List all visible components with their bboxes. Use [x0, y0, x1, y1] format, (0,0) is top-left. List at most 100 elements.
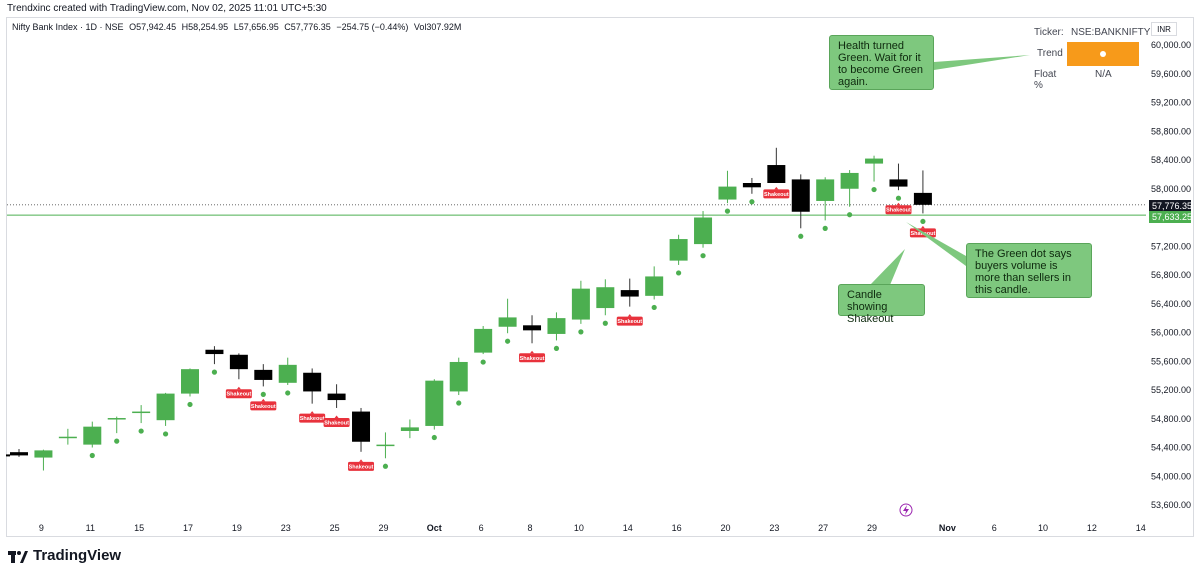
shakeout-label-pointer — [236, 386, 241, 390]
shakeout-label-pointer — [359, 459, 364, 462]
x-tick-label: 23 — [281, 523, 291, 533]
candle-body — [498, 317, 517, 327]
candle-body — [10, 452, 28, 456]
legend-change: −254.75 (−0.44%) — [336, 22, 409, 32]
candle-body — [376, 444, 395, 447]
ticker-value: NSE:BANKNIFTY — [1071, 27, 1151, 38]
trend-dot — [1100, 51, 1106, 57]
candle-body — [645, 276, 664, 296]
y-tick-label: 54,800.00 — [1151, 414, 1191, 424]
green-volume-dot — [553, 345, 560, 352]
x-tick-label: 8 — [528, 523, 533, 533]
x-tick-label: 29 — [867, 523, 877, 533]
note-green-dot: The Green dot says buyers volume is more… — [966, 243, 1092, 298]
candle-body — [816, 179, 835, 201]
float-label: Float % — [1034, 69, 1057, 91]
candle-body — [913, 192, 932, 205]
candle-body — [620, 290, 639, 297]
ticker-label: Ticker: — [1034, 27, 1064, 38]
candle-body — [474, 328, 493, 353]
support-price-tag: 57,633.25 — [1149, 211, 1192, 223]
candle-body — [523, 325, 542, 331]
candle-body — [229, 354, 248, 370]
tradingview-logo-icon — [8, 549, 28, 563]
candle-body — [865, 158, 884, 164]
green-volume-dot — [895, 195, 902, 201]
legend-symbol[interactable]: Nifty Bank Index · 1D · NSE — [12, 22, 124, 32]
green-volume-dot — [822, 225, 828, 231]
x-tick-label: 6 — [992, 523, 997, 533]
green-volume-dot — [724, 208, 731, 214]
note-candle-shakeout: Candle showing Shakeout — [838, 284, 925, 325]
green-volume-dot — [920, 218, 926, 225]
green-volume-dot — [138, 428, 144, 434]
y-tick-label: 58,400.00 — [1151, 155, 1191, 165]
green-volume-dot — [431, 434, 437, 441]
green-volume-dot — [187, 401, 193, 408]
y-tick-label: 56,000.00 — [1151, 328, 1191, 338]
candle-body — [694, 217, 713, 245]
x-tick-label: 23 — [769, 523, 779, 533]
green-volume-dot — [285, 390, 291, 396]
shakeout-label-box — [225, 389, 252, 399]
candle-body — [400, 427, 419, 431]
x-tick-label: 11 — [86, 523, 95, 533]
y-tick-label: 57,200.00 — [1151, 241, 1191, 251]
green-volume-dot — [162, 431, 169, 437]
candle-body — [205, 349, 224, 355]
candle-body — [327, 393, 346, 401]
shakeout-label-pointer — [774, 186, 779, 190]
edge-marker — [6, 454, 10, 457]
shakeout-label-pointer — [261, 398, 266, 402]
shakeout-label: Shakeout — [226, 392, 251, 398]
shakeout-label-box — [348, 461, 375, 471]
shakeout-label-pointer — [920, 225, 925, 229]
green-volume-dot — [480, 359, 486, 365]
green-volume-dot — [602, 320, 608, 326]
shakeout-label-pointer — [896, 202, 901, 206]
chart-credit: Trendxinc created with TradingView.com, … — [7, 3, 327, 14]
x-tick-label: 14 — [623, 523, 633, 533]
note-health-pointer — [934, 55, 1030, 70]
x-tick-label: 15 — [134, 523, 144, 533]
currency-button[interactable]: INR — [1151, 22, 1177, 36]
candle-body — [669, 239, 688, 261]
shakeout-label-pointer — [334, 415, 339, 418]
candle-body — [352, 411, 371, 442]
shakeout-label-box — [763, 189, 790, 199]
candle-body — [718, 186, 737, 200]
candle-body — [181, 369, 200, 394]
y-tick-label: 59,200.00 — [1151, 98, 1191, 108]
candle-body — [571, 288, 590, 320]
x-tick-label: 12 — [1087, 523, 1097, 533]
candle-body — [742, 183, 761, 188]
candle-body — [303, 372, 322, 392]
x-tick-label: 6 — [479, 523, 484, 533]
shakeout-label-pointer — [310, 411, 315, 414]
shakeout-label: Shakeout — [617, 319, 642, 325]
candle-body — [58, 436, 77, 439]
green-volume-dot — [651, 304, 657, 311]
green-volume-dot — [505, 338, 511, 344]
x-tick-label: 17 — [183, 523, 193, 533]
tradingview-brand: TradingView — [33, 547, 122, 564]
shakeout-label-box — [885, 205, 912, 215]
candle-body — [767, 165, 786, 183]
green-volume-dot — [382, 463, 389, 469]
green-volume-dot — [798, 233, 804, 239]
y-tick-label: 56,800.00 — [1151, 270, 1191, 280]
y-tick-label: 55,200.00 — [1151, 385, 1191, 395]
x-tick-label: 10 — [1038, 523, 1048, 533]
green-volume-dot — [578, 329, 584, 335]
legend-high: H58,254.95 — [181, 22, 229, 32]
candle-body — [132, 411, 151, 414]
legend-close: C57,776.35 — [284, 22, 331, 32]
green-volume-dot — [847, 212, 853, 218]
ohlc-legend: Nifty Bank Index · 1D · NSE O57,942.45 H… — [12, 22, 464, 32]
trend-label: Trend — [1037, 48, 1063, 59]
tradingview-logo[interactable]: TradingView — [8, 547, 121, 564]
candle-body — [107, 418, 126, 420]
chart-frame — [6, 17, 1194, 537]
y-tick-label: 58,800.00 — [1151, 126, 1191, 136]
